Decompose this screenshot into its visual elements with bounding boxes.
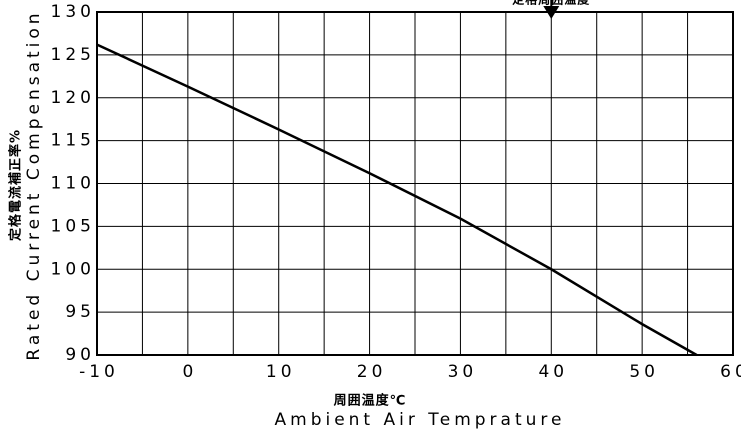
y-tick-label: 110 bbox=[51, 174, 95, 194]
x-axis-label: Ambient Air Temprature bbox=[275, 410, 566, 430]
y-tick-label: 105 bbox=[51, 216, 95, 236]
x-tick-label: 40 bbox=[538, 362, 568, 382]
y-tick-label: 95 bbox=[65, 302, 95, 322]
plot-frame bbox=[96, 11, 734, 356]
x-tick-label: 10 bbox=[266, 362, 296, 382]
y-tick-label: 120 bbox=[51, 88, 95, 108]
y-axis-label: Rated Current Compensation bbox=[24, 9, 44, 360]
x-tick-label: 60 bbox=[720, 362, 741, 382]
x-tick-label: 20 bbox=[357, 362, 387, 382]
annotation-marker bbox=[543, 6, 560, 19]
y-axis-label: 定格電流補正率% bbox=[8, 129, 24, 242]
x-tick-label: 30 bbox=[448, 362, 478, 382]
x-tick-label: -10 bbox=[79, 362, 119, 382]
data-line bbox=[96, 43, 698, 357]
x-tick-label: 50 bbox=[629, 362, 659, 382]
x-axis-label: 周囲温度℃ bbox=[334, 393, 407, 409]
y-tick-label: 125 bbox=[51, 45, 95, 65]
y-tick-label: 115 bbox=[51, 131, 95, 151]
annotation: 定格周囲温度 bbox=[512, 0, 590, 7]
x-tick-label: 0 bbox=[182, 362, 197, 382]
y-tick-label: 90 bbox=[65, 345, 95, 365]
y-tick-label: 130 bbox=[51, 2, 95, 22]
y-tick-label: 100 bbox=[51, 259, 95, 279]
